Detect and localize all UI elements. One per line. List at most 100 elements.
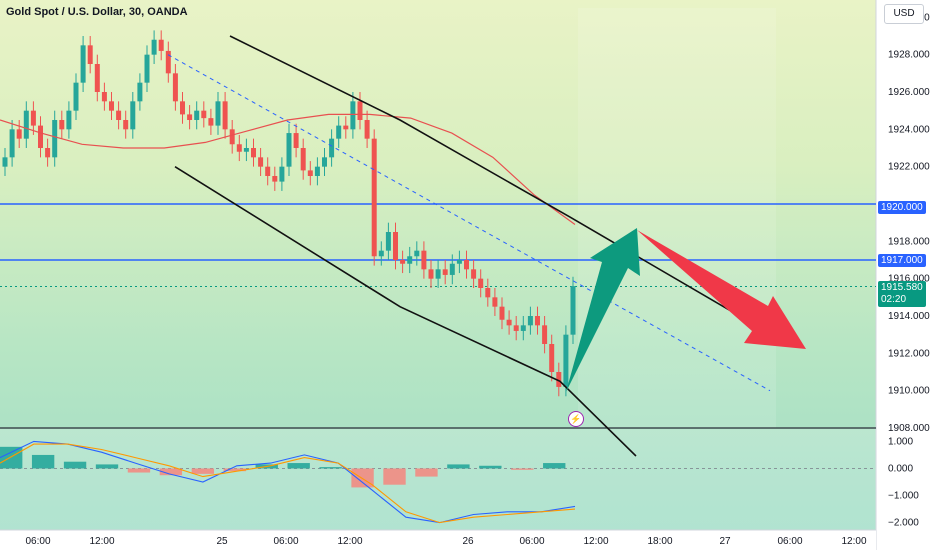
channel-upper-line xyxy=(229,35,731,312)
y-tick-label: 1914.000 xyxy=(888,311,930,322)
macd-y-tick-label: −1.000 xyxy=(888,491,919,502)
candle-body xyxy=(485,288,491,298)
candle-body xyxy=(165,50,171,74)
macd-histogram-bar xyxy=(543,463,566,469)
macd-line xyxy=(0,440,576,524)
x-tick-label: 12:00 xyxy=(841,536,866,547)
resistance-lower-label: 1917.000 xyxy=(878,254,926,267)
macd-histogram-bar xyxy=(0,446,23,469)
candle-body xyxy=(343,125,349,130)
y-tick-label: 1910.000 xyxy=(888,386,930,397)
candle-body xyxy=(229,129,235,145)
candle-body xyxy=(421,250,427,270)
candle-body xyxy=(73,82,79,111)
macd-histogram-bar xyxy=(63,461,87,469)
macd-pane-bg xyxy=(0,429,876,533)
candle-body xyxy=(471,269,477,279)
candle-body xyxy=(194,110,200,120)
price-axis-panel xyxy=(876,0,932,550)
x-tick-label: 12:00 xyxy=(337,536,362,547)
candle-body xyxy=(478,278,484,288)
candle-body xyxy=(30,110,36,126)
candle-body xyxy=(563,334,569,387)
candle-body xyxy=(272,176,278,182)
candle-body xyxy=(130,101,136,130)
candle-body xyxy=(407,256,413,264)
current-price-label: 1915.580 02:20 xyxy=(878,281,926,307)
candle-body xyxy=(208,118,214,126)
candle-body xyxy=(314,166,320,176)
candle-body xyxy=(123,120,129,130)
candle-body xyxy=(442,269,448,275)
macd-histogram-bar xyxy=(351,468,374,488)
candle-body xyxy=(307,170,313,176)
candle-body xyxy=(428,269,434,279)
macd-histogram-bar xyxy=(159,468,183,476)
candle-body xyxy=(187,114,193,120)
candle-body xyxy=(87,45,93,64)
candle-body xyxy=(23,110,29,139)
candle-body xyxy=(38,125,43,148)
candle-body xyxy=(556,372,562,387)
candle-body xyxy=(66,110,72,130)
candle-body xyxy=(59,120,65,130)
y-tick-label: 1924.000 xyxy=(888,124,930,135)
x-tick-label: 12:00 xyxy=(89,536,114,547)
macd-y-tick-label: −2.000 xyxy=(888,518,919,529)
candle-body xyxy=(215,101,221,126)
currency-button[interactable]: USD xyxy=(884,4,924,24)
candle-body xyxy=(258,157,264,167)
y-tick-label: 1922.000 xyxy=(888,162,930,173)
macd-histogram-bar xyxy=(511,468,534,470)
x-tick-label: 27 xyxy=(719,536,731,547)
arrow-down-icon xyxy=(637,230,806,349)
candle-body xyxy=(52,120,58,158)
channel-lower-line xyxy=(174,166,637,457)
candle-body xyxy=(151,39,157,55)
candle-body xyxy=(144,54,150,83)
candle-body xyxy=(535,316,540,326)
candle-body xyxy=(357,101,363,120)
x-tick-label: 06:00 xyxy=(273,536,298,547)
candle-body xyxy=(80,45,86,83)
time-axis-panel xyxy=(0,530,876,550)
candle-body xyxy=(520,325,526,331)
resistance-upper-label: 1920.000 xyxy=(878,201,926,214)
candle-body xyxy=(286,133,292,167)
macd-histogram-bar xyxy=(223,468,246,472)
x-tick-label: 18:00 xyxy=(647,536,672,547)
candle-body xyxy=(158,39,164,51)
candle-body xyxy=(2,157,8,167)
candle-body xyxy=(322,157,327,167)
candle-body xyxy=(336,125,342,139)
macd-histogram-bar xyxy=(447,464,470,469)
candle-body xyxy=(456,260,462,264)
candle-body xyxy=(513,325,519,331)
candle-body xyxy=(492,297,498,307)
candle-body xyxy=(300,148,306,171)
candle-body xyxy=(251,148,256,158)
candle-body xyxy=(180,101,185,115)
candle-body xyxy=(393,232,398,260)
candle-body xyxy=(9,129,15,158)
countdown-timer: 02:20 xyxy=(881,294,907,305)
candle-body xyxy=(101,92,107,102)
candle-body xyxy=(172,73,178,102)
candle-body xyxy=(414,250,420,257)
x-tick-label: 26 xyxy=(462,536,474,547)
candle-body xyxy=(279,166,285,182)
candle-body xyxy=(222,101,228,130)
x-tick-label: 06:00 xyxy=(519,536,544,547)
lightning-icon[interactable]: ⚡ xyxy=(568,411,584,427)
candle-body xyxy=(542,325,548,344)
candle-body xyxy=(329,138,335,158)
candle-body xyxy=(201,110,207,119)
candle-body xyxy=(137,82,143,102)
candle-body xyxy=(16,129,22,139)
macd-y-tick-label: 0.000 xyxy=(888,463,913,474)
y-tick-label: 1918.000 xyxy=(888,236,930,247)
macd-histogram-bar xyxy=(479,465,502,469)
moving-average-line xyxy=(0,113,576,225)
